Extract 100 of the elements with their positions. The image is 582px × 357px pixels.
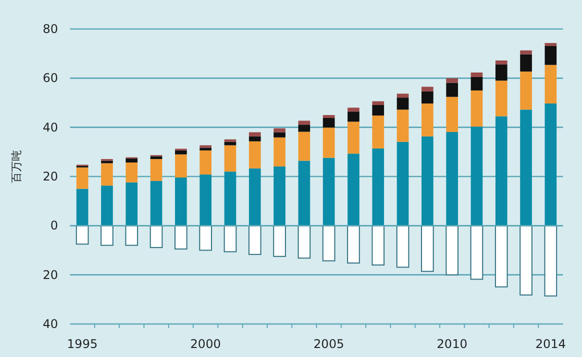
bar: [495, 64, 508, 81]
x-tick-label: 1995: [67, 337, 98, 351]
bar: [273, 225, 286, 257]
bar: [348, 122, 360, 154]
bar: [544, 43, 557, 46]
bar: [175, 154, 187, 178]
bar: [544, 46, 557, 65]
bar: [224, 142, 236, 146]
bar: [494, 225, 508, 288]
bar: [101, 186, 113, 226]
bar: [520, 225, 532, 296]
bar: [126, 158, 138, 162]
bar: [446, 132, 458, 226]
bar: [248, 225, 262, 255]
bar: [520, 110, 532, 226]
bar: [396, 142, 409, 226]
bar: [544, 225, 558, 296]
x-tick-label: 2005: [314, 337, 344, 351]
x-tick-label: 2000: [190, 337, 221, 351]
bar: [422, 136, 434, 226]
x-tick-label: 2010: [436, 337, 468, 351]
bar: [100, 225, 114, 246]
bar: [520, 50, 532, 54]
bar: [446, 78, 458, 83]
bar: [372, 225, 385, 266]
bar: [76, 225, 89, 245]
bar: [76, 188, 88, 226]
bar: [224, 145, 236, 172]
bar: [298, 160, 310, 226]
bar: [470, 76, 483, 90]
y-axis-title: 百万吨: [10, 150, 23, 183]
bar: [470, 225, 484, 280]
bar: [347, 225, 360, 264]
bar: [372, 104, 384, 116]
bar: [150, 180, 162, 226]
bar: [298, 132, 310, 161]
bar: [174, 225, 188, 250]
bar: [76, 167, 88, 189]
bar: [422, 103, 434, 136]
bar: [248, 136, 261, 142]
y-tick-label: 80: [42, 22, 58, 36]
bar: [298, 120, 310, 125]
bar: [322, 115, 335, 118]
bar: [470, 126, 483, 226]
bar: [396, 110, 409, 142]
y-tick-label: 60: [42, 71, 58, 86]
y-tick-label: 0: [50, 218, 58, 233]
bar: [421, 225, 434, 272]
bar: [274, 137, 286, 166]
bar: [125, 225, 138, 246]
bar: [422, 86, 434, 92]
bar: [348, 154, 360, 226]
bar: [248, 132, 261, 136]
bar: [200, 148, 212, 150]
bar: [298, 225, 311, 259]
bar: [101, 163, 113, 186]
bar: [274, 132, 286, 138]
y-tick-label: 40: [42, 120, 58, 134]
bar: [470, 72, 483, 77]
bar: [372, 148, 384, 226]
bar: [396, 94, 409, 98]
bar: [322, 158, 335, 226]
bar: [298, 124, 310, 132]
y-tick-label: 20: [42, 268, 58, 282]
bar: [396, 225, 410, 268]
bar: [248, 168, 261, 226]
bar: [544, 103, 557, 226]
bar: [348, 112, 360, 122]
x-tick-label: 2014: [535, 337, 566, 351]
bar: [322, 118, 335, 128]
bar: [495, 80, 508, 116]
bar: [224, 139, 236, 142]
bar: [200, 150, 212, 175]
bar: [274, 128, 286, 132]
y-tick-label: 20: [42, 170, 58, 184]
bar: [544, 64, 557, 104]
bar: [396, 98, 409, 110]
bar: [175, 177, 187, 226]
bar: [199, 225, 212, 251]
bar: [446, 82, 458, 97]
bar: [150, 159, 162, 181]
bar: [126, 182, 138, 226]
bar: [520, 72, 532, 110]
bar: [126, 162, 138, 182]
bar: [274, 166, 286, 226]
bar: [520, 54, 532, 72]
bar: [372, 101, 384, 105]
bar: [224, 172, 236, 226]
bar: [248, 141, 261, 168]
bar: [446, 225, 458, 276]
bar: [200, 174, 212, 226]
y-tick-label: 40: [42, 317, 58, 331]
bar: [470, 90, 483, 127]
bar: [446, 96, 458, 132]
bar: [150, 225, 163, 248]
bar: [150, 156, 162, 160]
bar: [175, 150, 187, 154]
bar: [495, 116, 508, 226]
bar: [224, 225, 237, 252]
bar: [322, 225, 336, 262]
